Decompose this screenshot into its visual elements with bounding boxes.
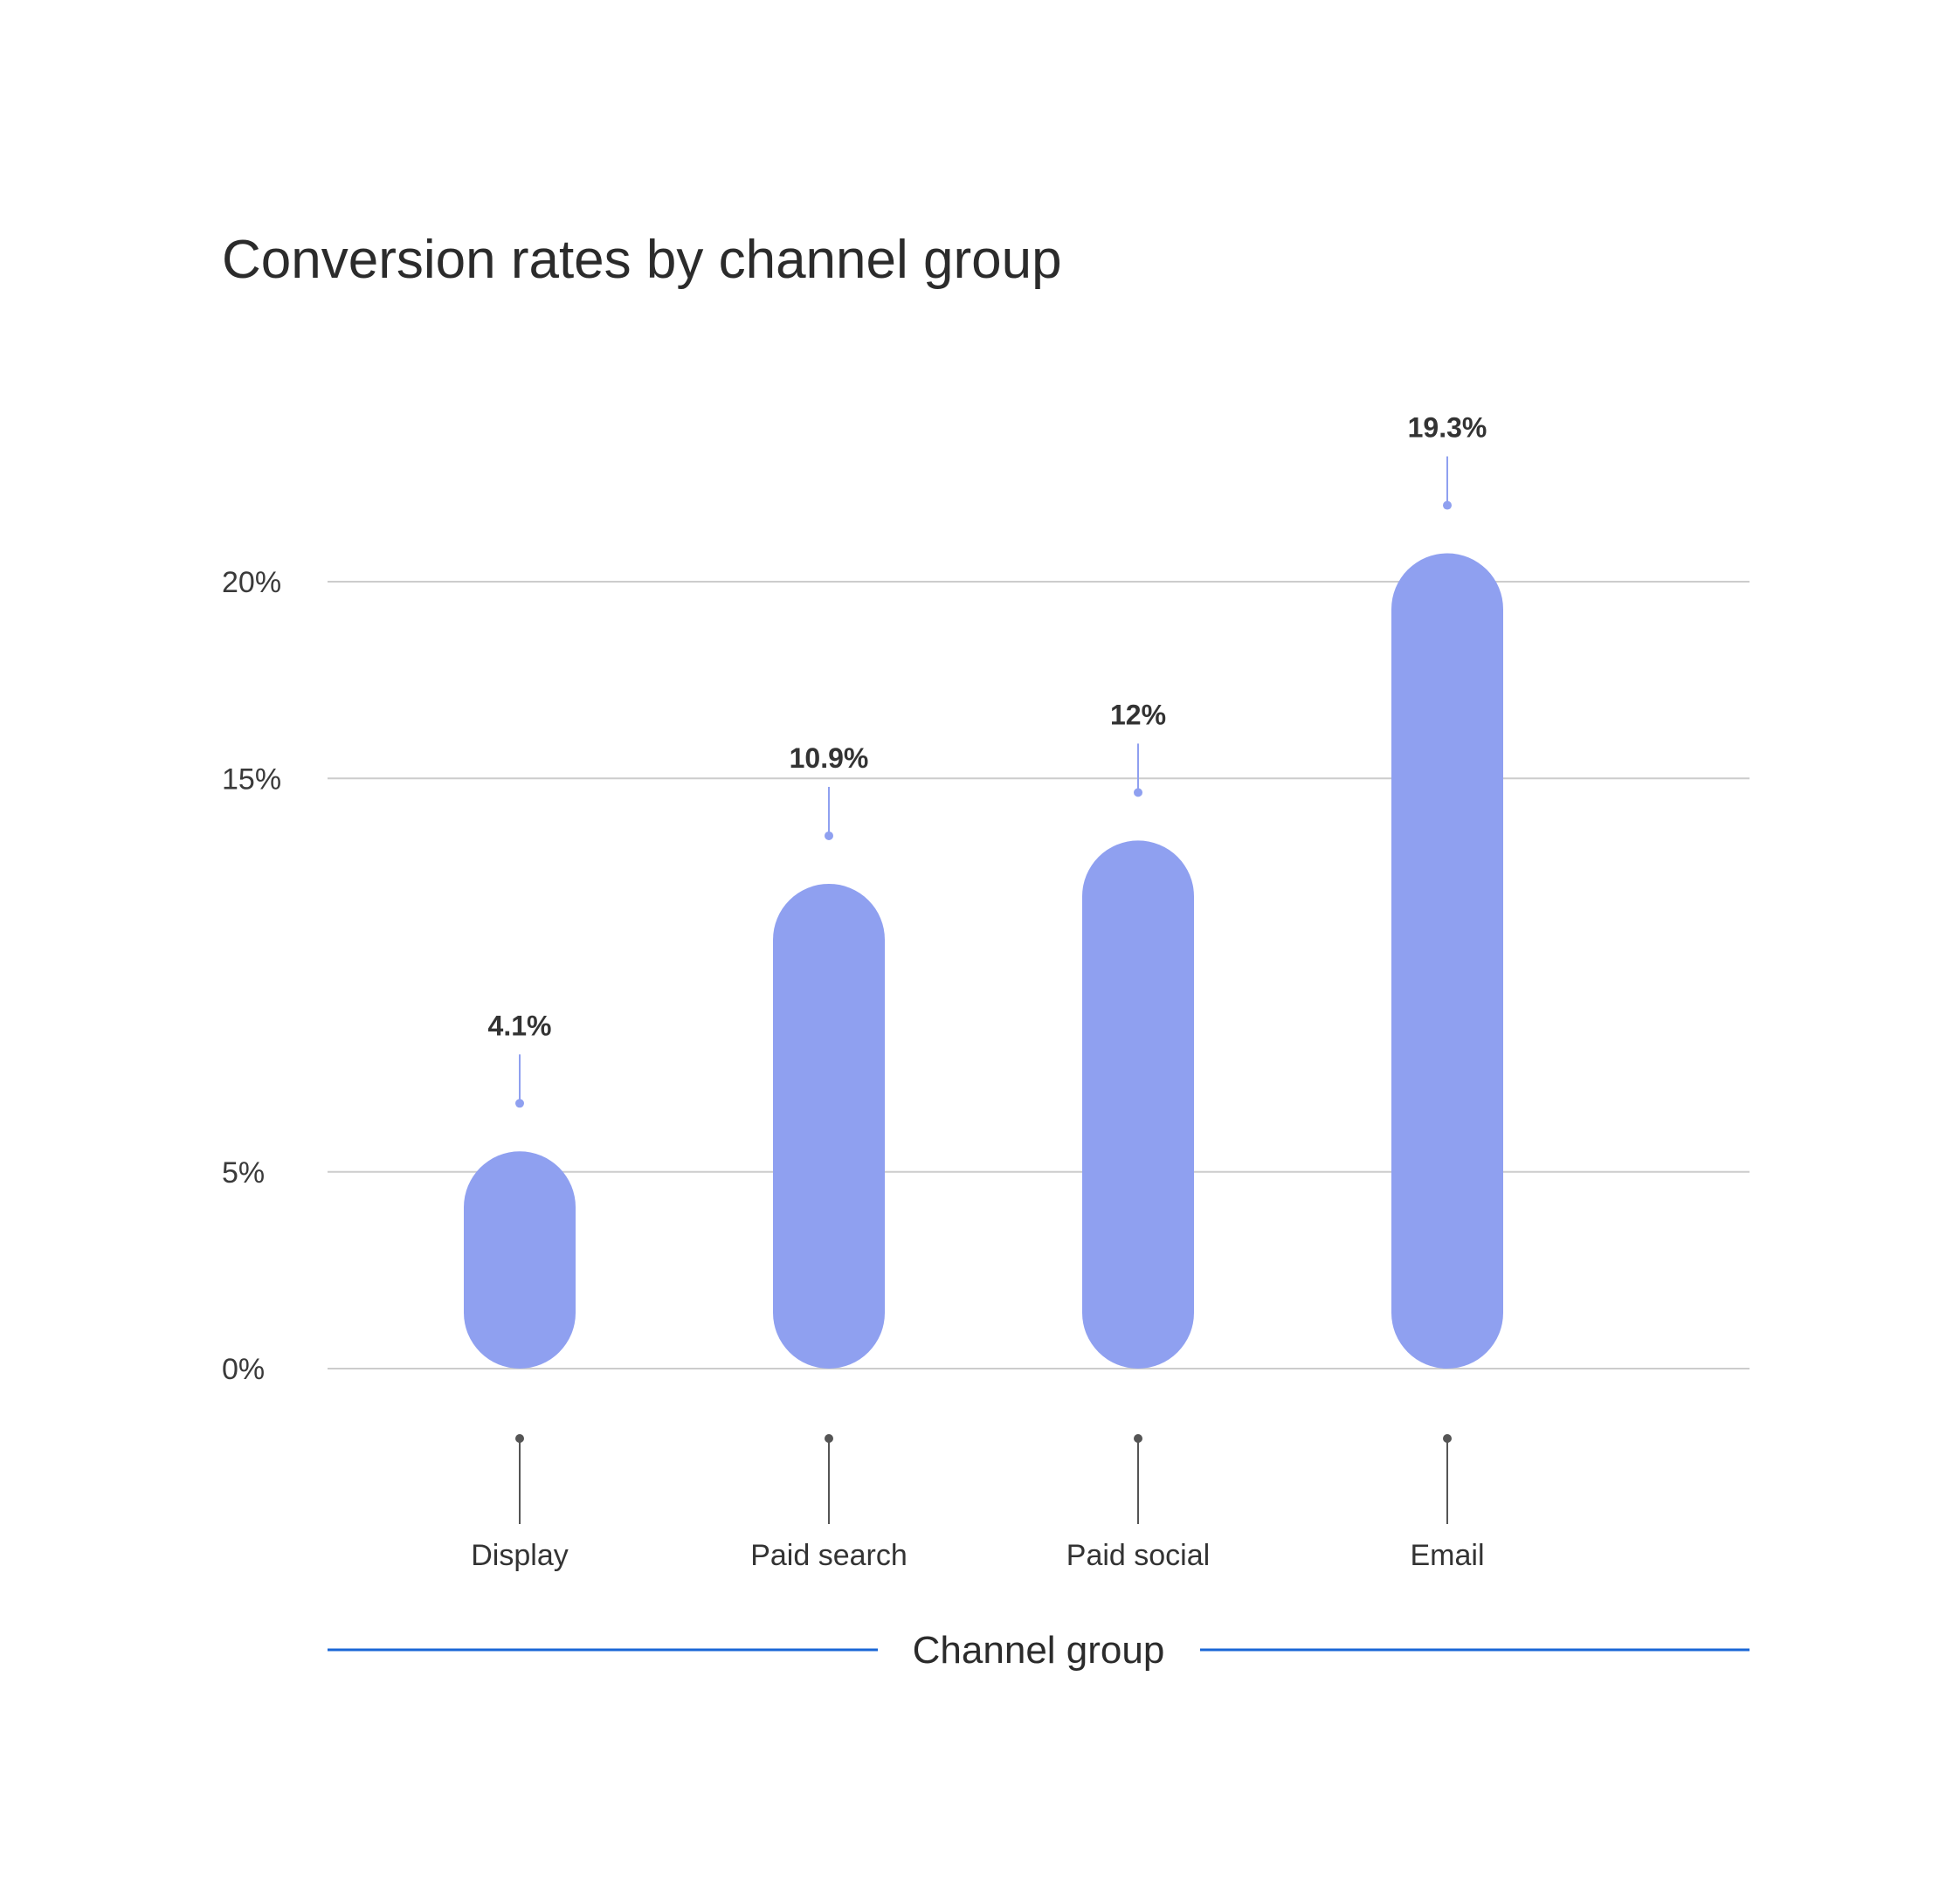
y-tick-label: 15% [222,762,281,796]
y-axis-ticks: 0% 5% 15% 20% [222,566,281,1386]
y-tick-label: 0% [222,1353,265,1386]
x-tick-label: Email [1410,1539,1484,1572]
x-tick-label: Paid social [1066,1539,1210,1572]
data-label-dot [1443,500,1452,510]
data-labels: 4.1% 10.9% 12% 19.3% [488,412,1487,1108]
grid-lines [328,581,1750,1369]
data-label-dot [825,831,833,840]
y-tick-label: 20% [222,566,281,599]
x-axis-ticks: Display Paid search Paid social Email [471,1434,1485,1572]
data-label-dot [1134,788,1142,797]
chart-title: Conversion rates by channel group [222,230,1062,290]
data-label: 4.1% [488,1010,552,1041]
x-tick-label: Paid search [750,1539,908,1572]
y-tick-label: 5% [222,1156,265,1190]
x-tick-label: Display [471,1539,568,1572]
bar [464,1151,576,1369]
data-label: 10.9% [790,742,869,774]
data-label-dot [515,1099,524,1108]
data-label: 12% [1110,699,1166,730]
data-label: 19.3% [1408,412,1487,444]
bar [1391,553,1503,1369]
bars [464,553,1503,1369]
x-axis-title-group: Channel group [328,1629,1750,1672]
x-axis-title: Channel group [913,1629,1165,1672]
bar [1082,840,1194,1369]
bar [773,883,885,1369]
